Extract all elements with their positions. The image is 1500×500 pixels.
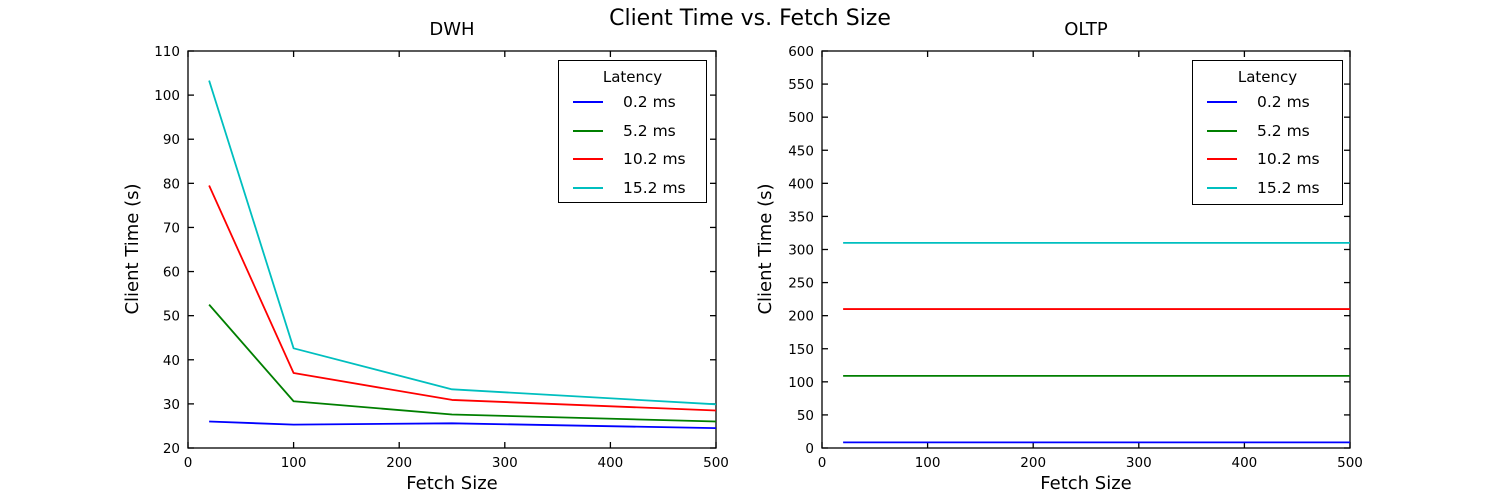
legend-line-swatch [1207,129,1237,132]
y-tick-label: 600 [788,44,814,60]
legend-item-15-2-ms: 15.2 ms [1193,174,1342,203]
y-tick-label: 80 [163,176,180,192]
legend-item-label: 5.2 ms [1257,121,1310,140]
x-tick-label: 100 [915,455,941,471]
legend-item-10-2-ms: 10.2 ms [559,145,706,174]
y-tick-label: 50 [797,408,814,424]
x-tick-label: 300 [492,455,518,471]
y-tick-label: 110 [154,44,180,60]
legend-item-label: 10.2 ms [623,150,686,169]
y-tick-label: 150 [788,342,814,358]
x-tick-label: 300 [1126,455,1152,471]
legend-item-15-2-ms: 15.2 ms [559,174,706,203]
y-axis-label-oltp: Client Time (s) [755,183,776,315]
legend-item-5-2-ms: 5.2 ms [1193,117,1342,146]
legend-item-label: 15.2 ms [1257,178,1320,197]
subplot-title-dwh: DWH [429,19,475,40]
y-tick-label: 70 [163,220,180,236]
legend-item-label: 0.2 ms [623,93,676,112]
legend-line-swatch [573,129,603,132]
legend-item-label: 5.2 ms [623,121,676,140]
axes-frame [187,50,717,449]
x-tick-label: 200 [386,455,412,471]
series-line-5-2-ms [208,304,717,423]
x-tick-label: 0 [184,455,193,471]
series-line-0-2-ms [209,420,717,430]
legend-item-10-2-ms: 10.2 ms [1193,145,1342,174]
x-tick-label: 400 [1232,455,1258,471]
legend-item-5-2-ms: 5.2 ms [559,117,706,146]
legend-line-swatch [1207,186,1237,189]
y-tick-label: 300 [788,243,814,259]
y-tick-label: 20 [163,441,180,457]
x-tick-label: 500 [703,455,729,471]
x-axis-label-dwh: Fetch Size [406,473,498,494]
legend-title: Latency [1237,68,1298,86]
legend-line-swatch [573,186,603,189]
y-tick-label: 60 [163,265,180,281]
legend-oltp: Latency 0.2 ms 5.2 ms 10.2 ms 15.2 ms [1192,60,1343,205]
x-tick-label: 200 [1020,455,1046,471]
legend-item-label: 10.2 ms [1257,150,1320,169]
x-tick-label: 400 [598,455,624,471]
series-line-15-2-ms [208,80,717,406]
subplot-title-oltp: OLTP [1064,19,1108,40]
legend-item-0-2-ms: 0.2 ms [1193,88,1342,117]
y-tick-label: 400 [788,176,814,192]
legend-line-swatch [573,101,603,104]
y-axis-label-dwh: Client Time (s) [122,183,143,315]
x-axis-label-oltp: Fetch Size [1040,473,1132,494]
y-tick-label: 0 [805,441,814,457]
legend-item-label: 15.2 ms [623,178,686,197]
legend-line-swatch [573,158,603,161]
legend-line-swatch [1207,158,1237,161]
x-tick-label: 100 [281,455,307,471]
y-tick-label: 30 [163,397,180,413]
x-tick-label: 0 [818,455,827,471]
legend-item-0-2-ms: 0.2 ms [559,88,706,117]
y-tick-label: 500 [788,110,814,126]
figure-title: Client Time vs. Fetch Size [609,6,891,31]
y-tick-label: 50 [163,309,180,325]
y-tick-label: 550 [788,77,814,93]
y-tick-label: 250 [788,276,814,292]
y-tick-label: 450 [788,143,814,159]
legend-line-swatch [1207,101,1237,104]
y-tick-label: 100 [154,88,180,104]
x-tick-label: 500 [1337,455,1363,471]
y-tick-label: 100 [788,375,814,391]
y-tick-label: 90 [163,132,180,148]
y-tick-label: 40 [163,353,180,369]
y-tick-label: 200 [788,309,814,325]
legend-title: Latency [602,68,663,86]
y-tick-label: 350 [788,209,814,225]
legend-dwh: Latency 0.2 ms 5.2 ms 10.2 ms 15.2 ms [558,60,707,203]
legend-item-label: 0.2 ms [1257,93,1310,112]
series-line-10-2-ms [208,185,717,412]
